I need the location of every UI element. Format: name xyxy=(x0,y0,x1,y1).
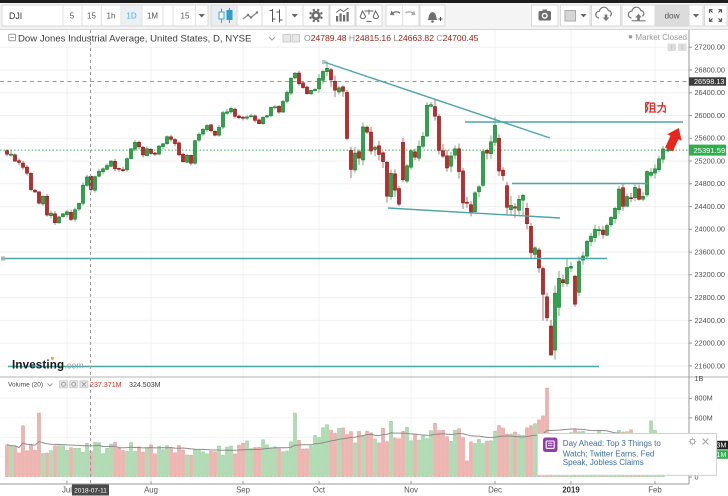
svg-text:Dow Jones Industrial Average,: Dow Jones Industrial Average, United Sta… xyxy=(18,33,251,44)
svg-text:dow: dow xyxy=(664,12,679,21)
svg-text:DJI: DJI xyxy=(9,11,22,21)
svg-text:22400.00: 22400.00 xyxy=(695,316,725,325)
svg-text:22800.00: 22800.00 xyxy=(695,293,725,302)
svg-text:237.371M: 237.371M xyxy=(90,381,122,389)
svg-text:Market Closed: Market Closed xyxy=(635,33,687,42)
svg-text:5: 5 xyxy=(70,12,75,21)
svg-text:23200.00: 23200.00 xyxy=(695,270,725,279)
svg-text:24000.00: 24000.00 xyxy=(695,225,725,234)
svg-text:26400.00: 26400.00 xyxy=(695,88,725,97)
svg-text:24400.00: 24400.00 xyxy=(695,202,725,211)
svg-text:21600.00: 21600.00 xyxy=(695,361,725,370)
svg-text:Feb: Feb xyxy=(648,486,662,495)
svg-text:324.503M: 324.503M xyxy=(129,381,161,389)
svg-text:24800.00: 24800.00 xyxy=(695,179,725,188)
svg-text:2018-07-11: 2018-07-11 xyxy=(74,488,107,495)
svg-text:2019: 2019 xyxy=(562,486,580,495)
svg-text:Nov: Nov xyxy=(404,486,418,495)
svg-text:0: 0 xyxy=(695,472,699,481)
svg-text:25391.59: 25391.59 xyxy=(694,146,726,155)
svg-text:22000.00: 22000.00 xyxy=(695,339,725,348)
svg-text:25600.00: 25600.00 xyxy=(695,134,725,143)
svg-text:23600.00: 23600.00 xyxy=(695,248,725,257)
svg-text:26000.00: 26000.00 xyxy=(695,111,725,120)
svg-text:800M: 800M xyxy=(695,394,713,403)
svg-text:Day Ahead: Top 3 Things to: Day Ahead: Top 3 Things to xyxy=(563,439,662,448)
svg-text:1M: 1M xyxy=(147,12,158,21)
svg-text:600M: 600M xyxy=(695,413,713,422)
svg-text:Aug: Aug xyxy=(144,486,158,495)
svg-text:Sep: Sep xyxy=(236,486,251,495)
svg-text:Oct: Oct xyxy=(313,486,326,495)
svg-text:1B: 1B xyxy=(695,374,704,383)
svg-text:Volume (20): Volume (20) xyxy=(8,381,43,388)
svg-text:26598.13: 26598.13 xyxy=(694,77,724,86)
svg-text:Jul: Jul xyxy=(62,486,72,495)
svg-text:26800.00: 26800.00 xyxy=(695,65,725,74)
svg-text:25200.00: 25200.00 xyxy=(695,156,725,165)
svg-text:1h: 1h xyxy=(107,12,116,21)
svg-text:Watch; Twitter Earns, Fed: Watch; Twitter Earns, Fed xyxy=(563,449,655,458)
svg-text:O24789.48 H24815.16 L24663.82: O24789.48 H24815.16 L24663.82 C24700.45 xyxy=(304,33,479,43)
svg-text:Investing.com: Investing.com xyxy=(12,358,84,371)
svg-text:Dec: Dec xyxy=(488,486,502,495)
svg-text:15: 15 xyxy=(87,12,96,21)
svg-text:1D: 1D xyxy=(126,12,136,21)
svg-text:Speak, Jobless Claims: Speak, Jobless Claims xyxy=(563,458,644,467)
svg-text:27200.00: 27200.00 xyxy=(695,43,725,52)
svg-text:15: 15 xyxy=(181,12,190,21)
